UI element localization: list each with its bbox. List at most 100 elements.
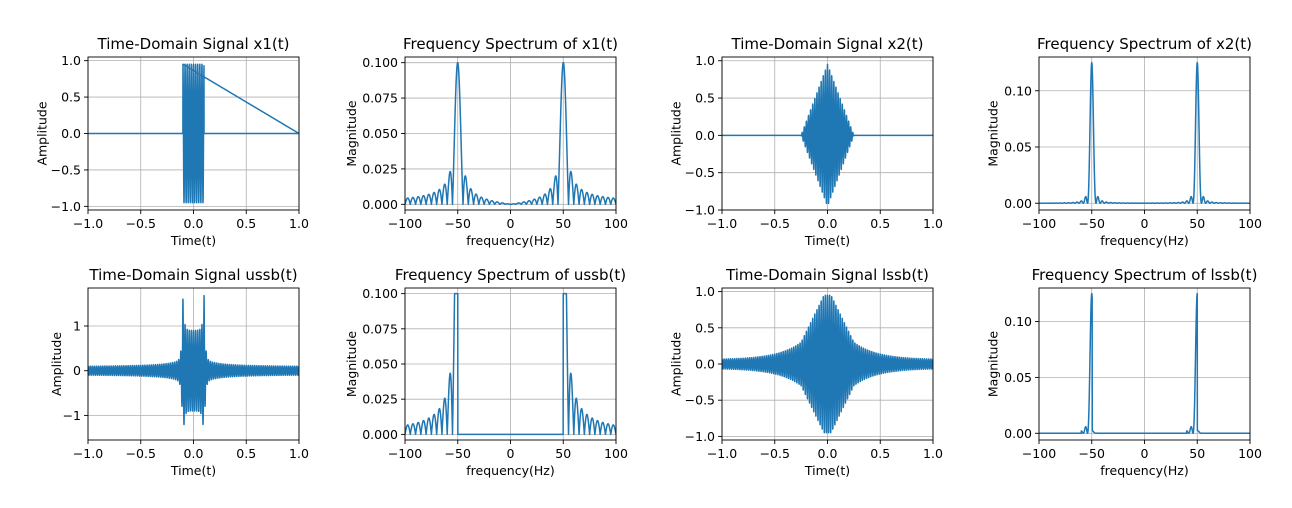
x-tick-label: 0.5 — [870, 446, 890, 461]
subplot-6: −100 −50 0 50 100 0.000 0.025 0.050 0.075 0.100 Fr… — [344, 266, 628, 478]
x-tick-label: 50 — [555, 446, 571, 461]
x-tick-label: −100 — [1022, 216, 1056, 231]
x-tick-label: 0 — [507, 216, 515, 231]
y-tick-label: 0.5 — [61, 90, 81, 105]
series-line — [1039, 292, 1250, 435]
y-tick-label: 1 — [73, 319, 81, 334]
x-tick-label: 0 — [507, 446, 515, 461]
chart-title: Time-Domain Signal x2(t) — [731, 35, 924, 53]
y-tick-label: 0.075 — [362, 321, 398, 336]
y-tick-label: 0.050 — [362, 126, 398, 141]
x-tick-label: 0.0 — [818, 216, 838, 231]
x-tick-label: 0.0 — [184, 216, 204, 231]
x-tick-label: 100 — [1238, 216, 1262, 231]
x-tick-label: −50 — [445, 216, 471, 231]
series-line — [405, 61, 616, 206]
y-tick-label: 0.000 — [362, 427, 398, 442]
y-tick-label: −0.5 — [685, 393, 715, 408]
x-tick-label: −100 — [1022, 446, 1056, 461]
x-tick-label: 0 — [1141, 446, 1149, 461]
y-tick-label: 0.025 — [362, 392, 398, 407]
y-tick-label: −0.5 — [51, 162, 81, 177]
y-axis-label: Amplitude — [668, 332, 683, 396]
y-tick-label: 0.5 — [695, 91, 715, 106]
y-tick-label: 0.5 — [695, 320, 715, 335]
y-tick-label: 0.100 — [362, 286, 398, 301]
y-tick-label: 0.050 — [362, 357, 398, 372]
x-tick-label: −50 — [1079, 216, 1105, 231]
y-tick-label: 0.075 — [362, 91, 398, 106]
series-line — [722, 294, 933, 434]
x-tick-label: −100 — [388, 446, 422, 461]
x-tick-label: 0.5 — [236, 216, 256, 231]
y-axis-label: Magnitude — [344, 331, 359, 398]
x-axis-label: frequency(Hz) — [466, 233, 554, 248]
x-tick-label: 100 — [1238, 446, 1262, 461]
x-axis-label: Time(t) — [170, 233, 216, 248]
subplot-8: −100 −50 0 50 100 0.00 0.05 0.10 Frequency Spect… — [985, 266, 1262, 478]
y-axis-label: Magnitude — [985, 331, 1000, 398]
y-tick-label: 0.025 — [362, 161, 398, 176]
x-axis-label: frequency(Hz) — [1100, 233, 1188, 248]
x-tick-label: −0.5 — [126, 446, 156, 461]
x-tick-label: 0.0 — [818, 446, 838, 461]
series-line — [1039, 61, 1250, 204]
x-tick-label: −1.0 — [707, 216, 737, 231]
y-tick-label: 0.0 — [695, 357, 715, 372]
y-tick-label: 0.00 — [1004, 196, 1032, 211]
y-tick-label: 0.00 — [1004, 426, 1032, 441]
y-axis-label: Magnitude — [344, 100, 359, 167]
subplot-1: −1.0 −0.5 0.0 0.5 1.0 −1.0 −0.5 0.0 0.5 1.0 Time-D… — [34, 35, 309, 248]
chart-title: Frequency Spectrum of ussb(t) — [395, 266, 626, 284]
y-tick-label: −0.5 — [685, 165, 715, 180]
x-tick-label: 1.0 — [923, 446, 943, 461]
series-line — [405, 292, 616, 436]
x-tick-label: −1.0 — [73, 446, 103, 461]
y-tick-label: 0.05 — [1004, 370, 1032, 385]
y-tick-label: −1 — [63, 408, 81, 423]
y-tick-label: −1.0 — [51, 199, 81, 214]
y-tick-label: 0.0 — [695, 128, 715, 143]
x-tick-label: −50 — [445, 446, 471, 461]
x-axis-label: Time(t) — [804, 463, 850, 478]
x-tick-label: −0.5 — [126, 216, 156, 231]
y-axis-label: Amplitude — [668, 101, 683, 165]
chart-title: Time-Domain Signal lssb(t) — [725, 266, 929, 284]
x-tick-label: 1.0 — [289, 216, 309, 231]
x-tick-label: 0.5 — [870, 216, 890, 231]
series-line — [88, 294, 299, 426]
chart-title: Frequency Spectrum of lssb(t) — [1032, 266, 1258, 284]
subplot-7: −1.0 −0.5 0.0 0.5 1.0 −1.0 −0.5 0.0 0.5 1.0 Time-D… — [668, 266, 943, 478]
x-axis-label: frequency(Hz) — [1100, 463, 1188, 478]
x-tick-label: −100 — [388, 216, 422, 231]
chart-title: Time-Domain Signal ussb(t) — [88, 266, 297, 284]
x-tick-label: 50 — [555, 216, 571, 231]
y-tick-label: 1.0 — [61, 53, 81, 68]
y-tick-label: 0 — [73, 363, 81, 378]
x-tick-label: 100 — [604, 216, 628, 231]
chart-title: Frequency Spectrum of x1(t) — [403, 35, 618, 53]
subplot-4: −100 −50 0 50 100 0.00 0.05 0.10 Frequency Spect… — [985, 35, 1262, 248]
x-tick-label: −0.5 — [760, 446, 790, 461]
x-tick-label: 100 — [604, 446, 628, 461]
y-tick-label: −1.0 — [685, 203, 715, 218]
x-tick-label: 0.5 — [236, 446, 256, 461]
y-axis-label: Magnitude — [985, 100, 1000, 167]
series-line — [88, 63, 299, 204]
x-axis-label: frequency(Hz) — [466, 463, 554, 478]
y-tick-label: 0.000 — [362, 197, 398, 212]
x-axis-label: Time(t) — [170, 463, 216, 478]
y-axis-label: Amplitude — [34, 101, 49, 165]
y-tick-label: 0.10 — [1004, 83, 1032, 98]
chart-title: Time-Domain Signal x1(t) — [97, 35, 290, 53]
x-tick-label: 1.0 — [923, 216, 943, 231]
x-tick-label: 50 — [1189, 446, 1205, 461]
x-tick-label: 0 — [1141, 216, 1149, 231]
y-tick-label: 0.05 — [1004, 140, 1032, 155]
x-tick-label: 1.0 — [289, 446, 309, 461]
subplot-3: −1.0 −0.5 0.0 0.5 1.0 −1.0 −0.5 0.0 0.5 1.0 Time-D… — [668, 35, 943, 248]
x-tick-label: −0.5 — [760, 216, 790, 231]
x-tick-label: −1.0 — [707, 446, 737, 461]
x-tick-label: 0.0 — [184, 446, 204, 461]
